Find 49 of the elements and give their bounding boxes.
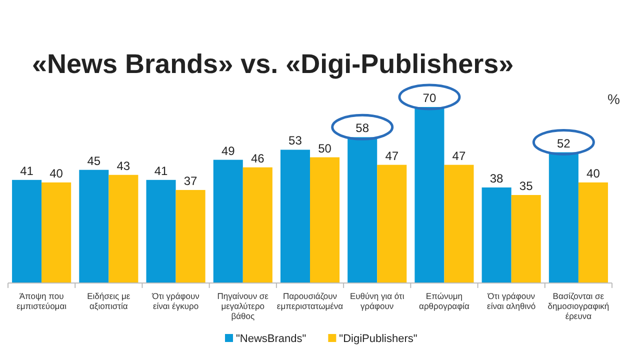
bar [12, 180, 42, 283]
data-label: 41 [20, 164, 34, 178]
chart-title: «News Brands» vs. «Digi-Publishers» [32, 49, 514, 79]
data-label: 70 [422, 91, 436, 105]
data-label: 52 [557, 136, 571, 150]
data-label: 40 [50, 166, 64, 180]
data-label: 47 [452, 148, 466, 163]
data-label: 45 [87, 154, 101, 168]
x-tick-label: Επώνυμη αρθρογραφία [419, 291, 470, 311]
data-label: 37 [184, 174, 198, 188]
data-label: 41 [154, 164, 168, 178]
data-label: 40 [586, 166, 600, 180]
text: % [608, 91, 620, 107]
bar [280, 150, 310, 283]
bar [176, 190, 206, 283]
bar [348, 137, 378, 283]
bar [414, 107, 444, 283]
bar [578, 182, 608, 283]
bar [146, 180, 176, 283]
bar [548, 152, 578, 283]
bar [42, 182, 72, 283]
data-label: 43 [116, 158, 130, 173]
bar [242, 167, 272, 283]
x-tick-label: Ειδήσεις με αξιοπιστία [87, 291, 130, 311]
x-tick-label: Πηγαίνουν σε μεγαλύτερο βάθος [217, 291, 269, 321]
data-label: 53 [288, 134, 302, 148]
data-label: 58 [356, 121, 370, 136]
data-label: 46 [250, 151, 265, 166]
data-label: 35 [519, 179, 534, 193]
bar [511, 195, 541, 283]
x-tick-label: Άποψη που εμπιστεύομαι [16, 291, 67, 311]
data-label: 47 [385, 148, 399, 163]
data-label: 50 [318, 141, 332, 156]
legend-label: "NewsBrands" [236, 333, 306, 345]
data-label: 38 [490, 171, 504, 186]
x-tick-label: Παρουσιάζουν εμπεριστατωμένα [276, 291, 344, 311]
bar [377, 164, 407, 283]
bar [444, 164, 474, 283]
x-tick-label: Ότι γράφουν είναι αληθινό [486, 291, 536, 311]
bar [108, 174, 138, 283]
legend-label: "DigiPublishers" [339, 333, 418, 345]
x-tick-label: Ότι γράφουν είναι έγκυρο [151, 291, 200, 311]
x-tick-label: Βασίζονται σε δημοσιογραφική έρευνα [548, 291, 610, 321]
bar [482, 187, 512, 283]
bar [79, 170, 109, 283]
x-tick-label: Ευθύνη για ότι γράφουν [350, 291, 404, 311]
bar [310, 157, 340, 283]
data-label: 49 [221, 144, 236, 158]
bar [213, 160, 243, 283]
